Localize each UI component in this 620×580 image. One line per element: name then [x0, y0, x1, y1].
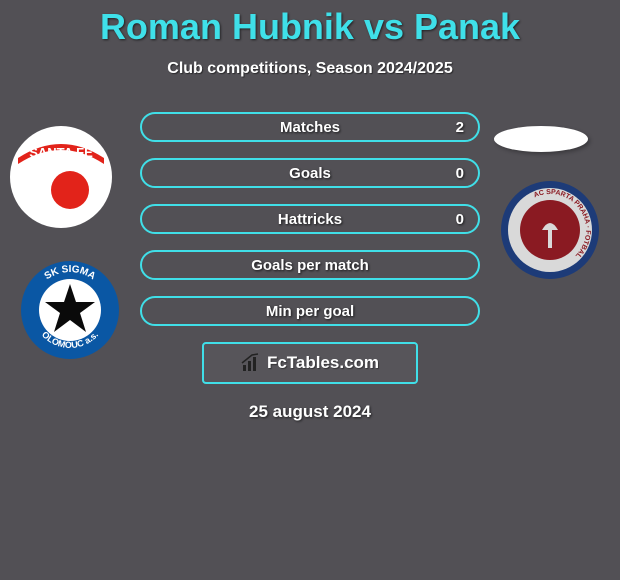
chart-icon	[241, 353, 261, 373]
bar-value: 0	[456, 165, 464, 182]
bar-min-per-goal: Min per goal	[140, 296, 480, 326]
bar-hattricks: Hattricks 0	[140, 204, 480, 234]
bar-value: 0	[456, 211, 464, 228]
santa-fe-crest: SANTA FE	[8, 124, 114, 230]
subtitle: Club competitions, Season 2024/2025	[0, 60, 620, 78]
sparta-praha-crest: AC SPARTA PRAHA · FOTBAL	[500, 180, 600, 280]
brand-box[interactable]: FcTables.com	[202, 342, 418, 384]
page-title: Roman Hubnik vs Panak	[0, 0, 620, 48]
bar-goals-per-match: Goals per match	[140, 250, 480, 280]
santa-fe-banner-text: SANTA FE	[29, 145, 93, 160]
bar-label: Hattricks	[278, 211, 342, 228]
blank-oval	[494, 126, 588, 152]
bar-goals: Goals 0	[140, 158, 480, 188]
bar-label: Matches	[280, 119, 340, 136]
bar-matches: Matches 2	[140, 112, 480, 142]
sigma-olomouc-crest: SK SIGMA OLOMOUC a.s.	[20, 260, 120, 360]
bar-value: 2	[456, 119, 464, 136]
brand-label: FcTables.com	[267, 353, 379, 373]
stats-bars: Matches 2 Goals 0 Hattricks 0 Goals per …	[140, 112, 480, 326]
bar-label: Goals	[289, 165, 331, 182]
date-label: 25 august 2024	[0, 402, 620, 422]
bar-label: Min per goal	[266, 303, 354, 320]
bar-label: Goals per match	[251, 257, 369, 274]
